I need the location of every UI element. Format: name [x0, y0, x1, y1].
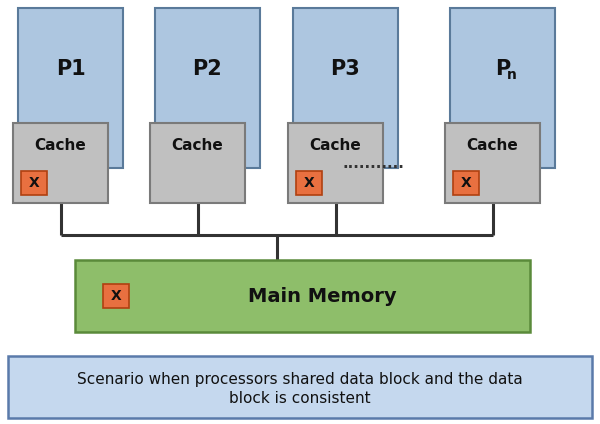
- Text: n: n: [506, 68, 517, 82]
- Text: X: X: [304, 176, 314, 190]
- Text: X: X: [110, 289, 121, 303]
- FancyBboxPatch shape: [450, 8, 555, 168]
- FancyBboxPatch shape: [288, 123, 383, 203]
- FancyBboxPatch shape: [18, 8, 123, 168]
- Text: Scenario when processors shared data block and the data: Scenario when processors shared data blo…: [77, 372, 523, 387]
- Text: block is consistent: block is consistent: [229, 391, 371, 406]
- FancyBboxPatch shape: [293, 8, 398, 168]
- FancyBboxPatch shape: [150, 123, 245, 203]
- FancyBboxPatch shape: [155, 8, 260, 168]
- FancyBboxPatch shape: [75, 260, 530, 332]
- Text: Cache: Cache: [35, 137, 86, 153]
- Text: Cache: Cache: [172, 137, 223, 153]
- Text: X: X: [29, 176, 40, 190]
- FancyBboxPatch shape: [13, 123, 108, 203]
- Text: P2: P2: [193, 59, 223, 79]
- FancyBboxPatch shape: [453, 171, 479, 195]
- Text: Main Memory: Main Memory: [248, 287, 397, 306]
- Text: P3: P3: [331, 59, 361, 79]
- Text: X: X: [461, 176, 472, 190]
- FancyBboxPatch shape: [103, 284, 129, 308]
- Text: Cache: Cache: [467, 137, 518, 153]
- Text: Cache: Cache: [310, 137, 361, 153]
- Text: P1: P1: [56, 59, 85, 79]
- FancyBboxPatch shape: [296, 171, 322, 195]
- Text: P: P: [495, 59, 510, 79]
- FancyBboxPatch shape: [8, 356, 592, 418]
- FancyBboxPatch shape: [21, 171, 47, 195]
- FancyBboxPatch shape: [445, 123, 540, 203]
- Text: ...........: ...........: [343, 156, 404, 170]
